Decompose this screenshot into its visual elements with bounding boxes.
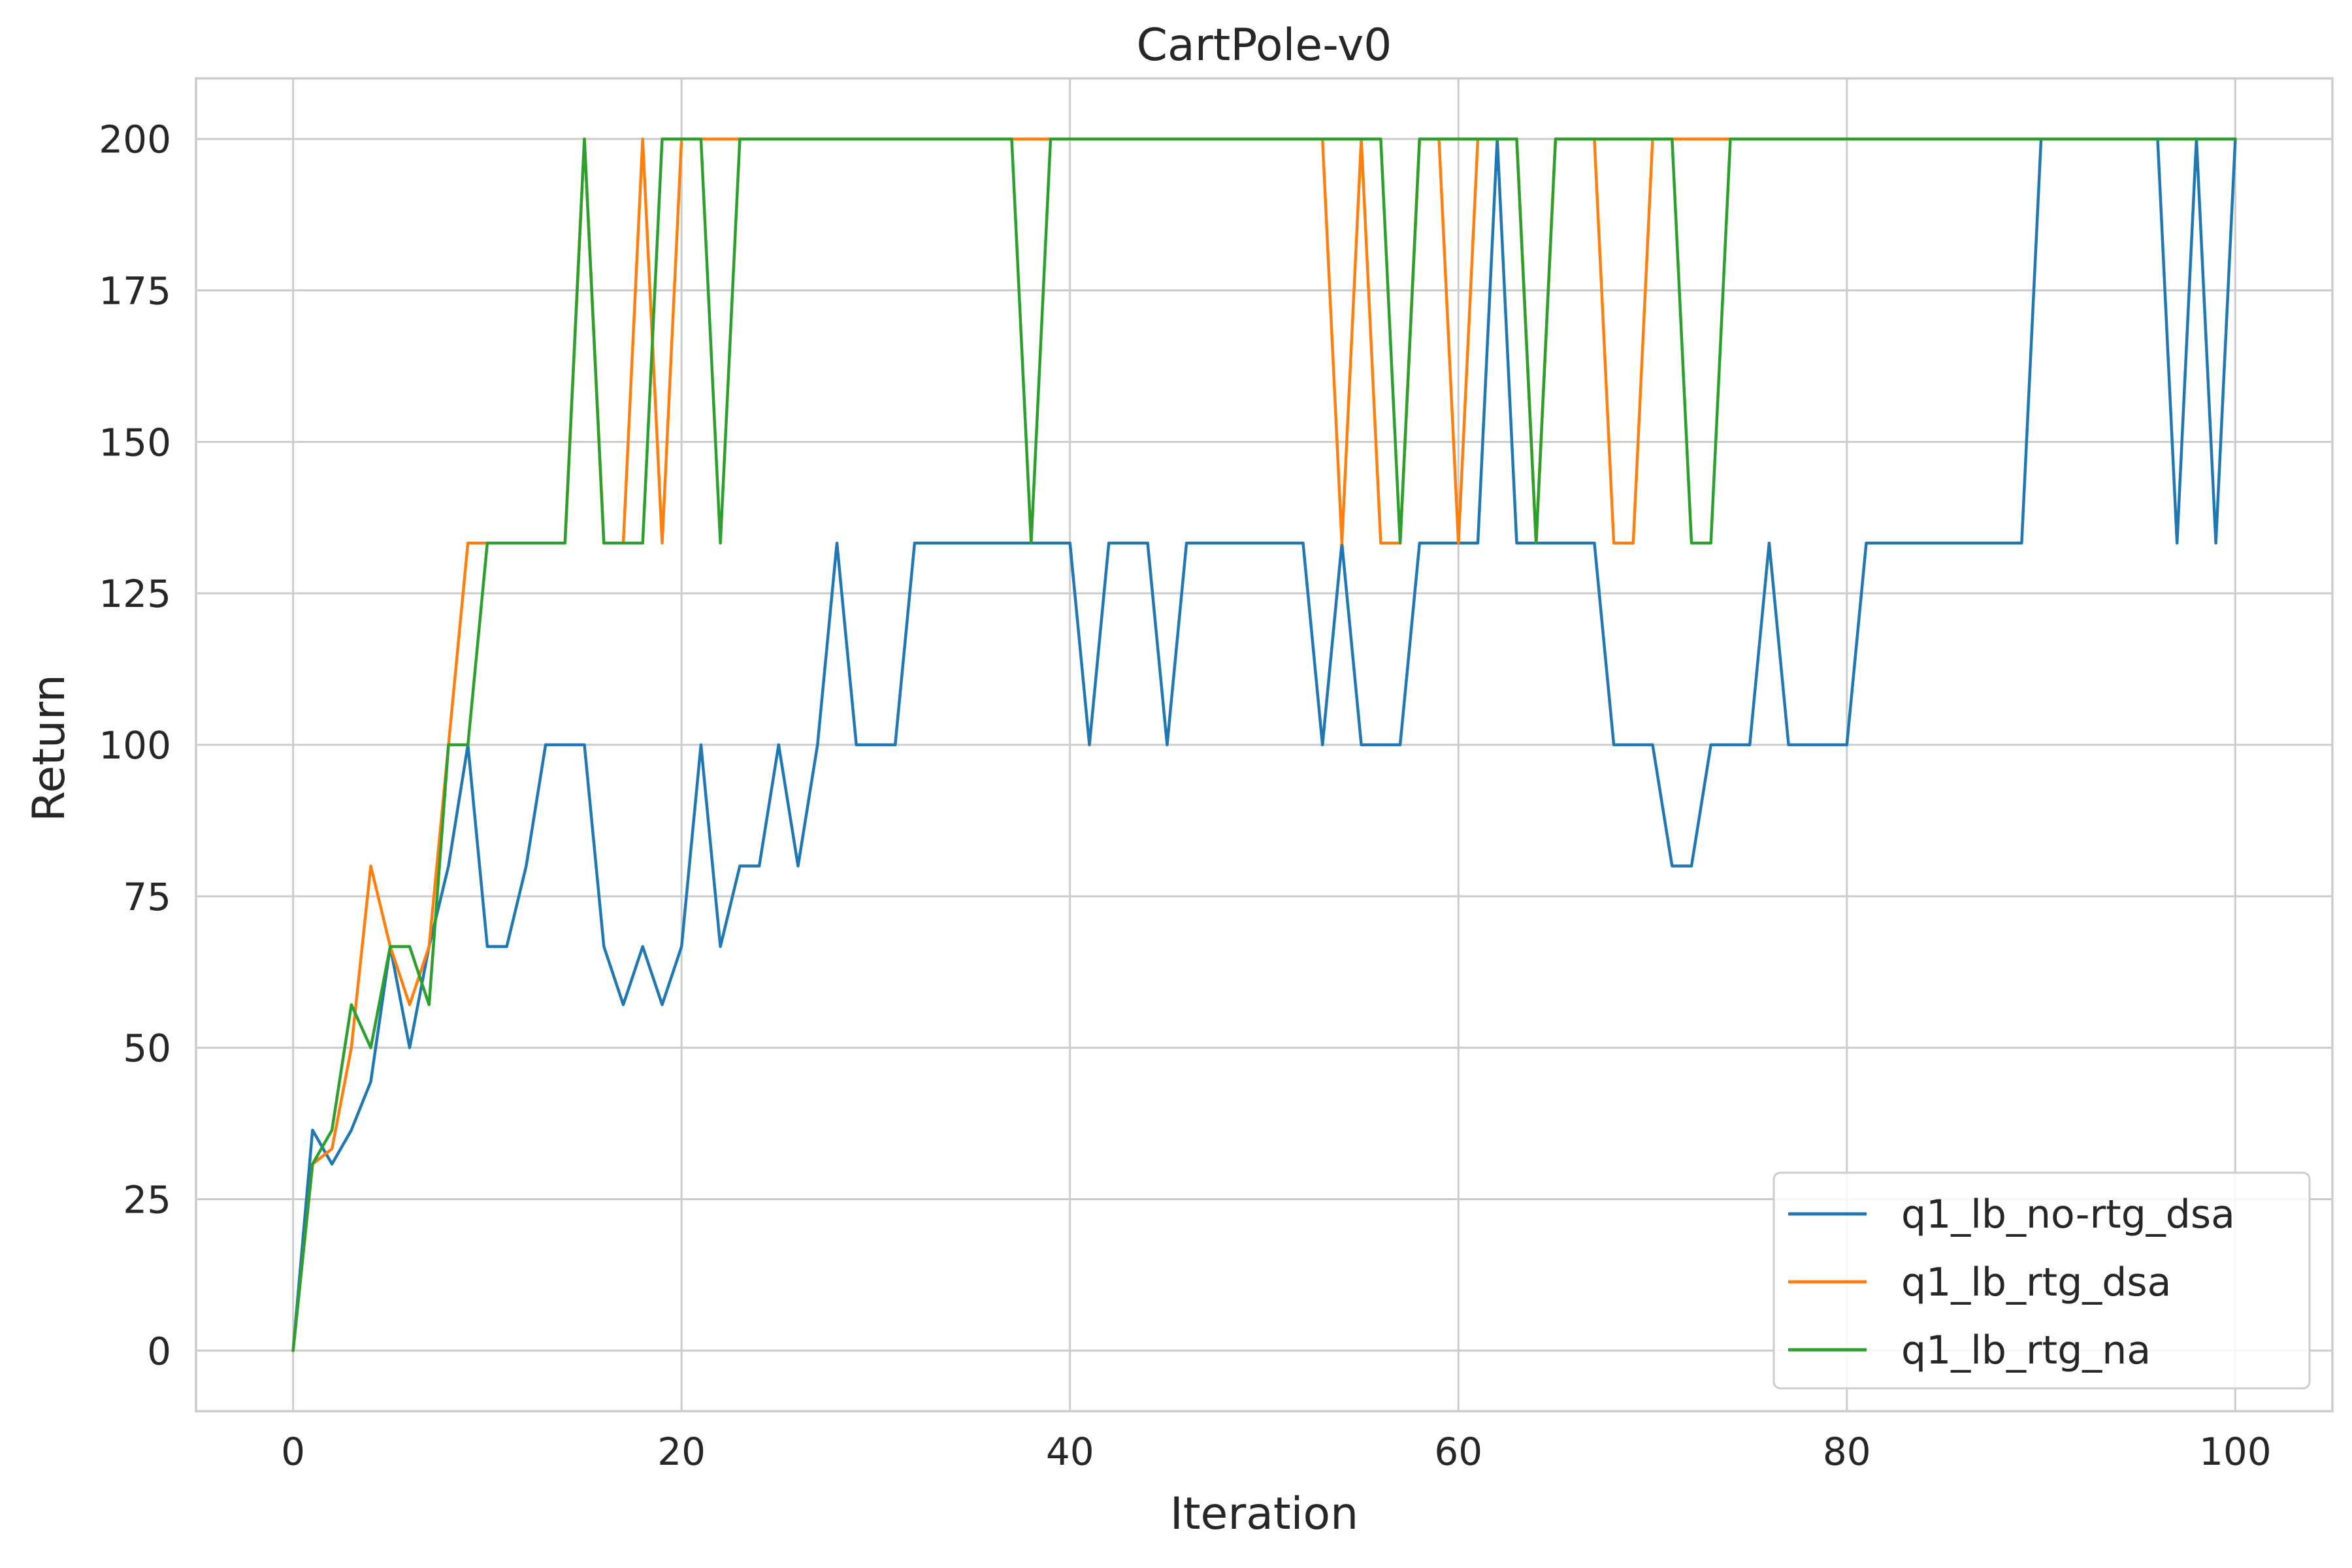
legend-label: q1_lb_rtg_na [1901, 1328, 2151, 1373]
plot-frame [195, 77, 2334, 1413]
y-tick-label: 200 [99, 118, 171, 162]
x-axis-title: Iteration [1170, 1488, 1358, 1540]
y-tick-label: 100 [99, 723, 171, 768]
legend-label: q1_lb_no-rtg_dsa [1901, 1192, 2235, 1237]
y-tick-label: 150 [99, 420, 171, 465]
y-axis-title: Return [24, 674, 75, 822]
x-tick-label: 0 [281, 1429, 305, 1474]
x-axis-ticks: 0 20 40 60 80 100 [281, 1429, 2272, 1474]
y-tick-label: 50 [123, 1026, 171, 1071]
series-lines [291, 137, 2237, 1352]
y-tick-label: 125 [99, 572, 171, 616]
y-tick-label: 25 [123, 1177, 171, 1222]
y-axis-ticks: 0 25 50 75 100 125 150 175 200 [99, 118, 171, 1374]
legend: q1_lb_no-rtg_dsa q1_lb_rtg_dsa q1_lb_rtg_n… [1772, 1171, 2311, 1390]
x-tick-label: 100 [2199, 1429, 2272, 1474]
chart-title: CartPole-v0 [1137, 20, 1392, 71]
x-tick-label: 60 [1434, 1429, 1482, 1474]
y-tick-label: 75 [123, 875, 171, 919]
legend-label: q1_lb_rtg_dsa [1901, 1260, 2171, 1305]
y-tick-label: 175 [99, 269, 171, 314]
legend-box [1772, 1171, 2311, 1390]
x-tick-label: 80 [1823, 1429, 1871, 1474]
series-line-q1_lb_no-rtg_dsa [291, 137, 2237, 1352]
x-tick-label: 40 [1046, 1429, 1094, 1474]
y-tick-label: 0 [147, 1329, 171, 1373]
x-tick-label: 20 [657, 1429, 706, 1474]
series-line-q1_lb_rtg_na [291, 137, 2237, 1352]
